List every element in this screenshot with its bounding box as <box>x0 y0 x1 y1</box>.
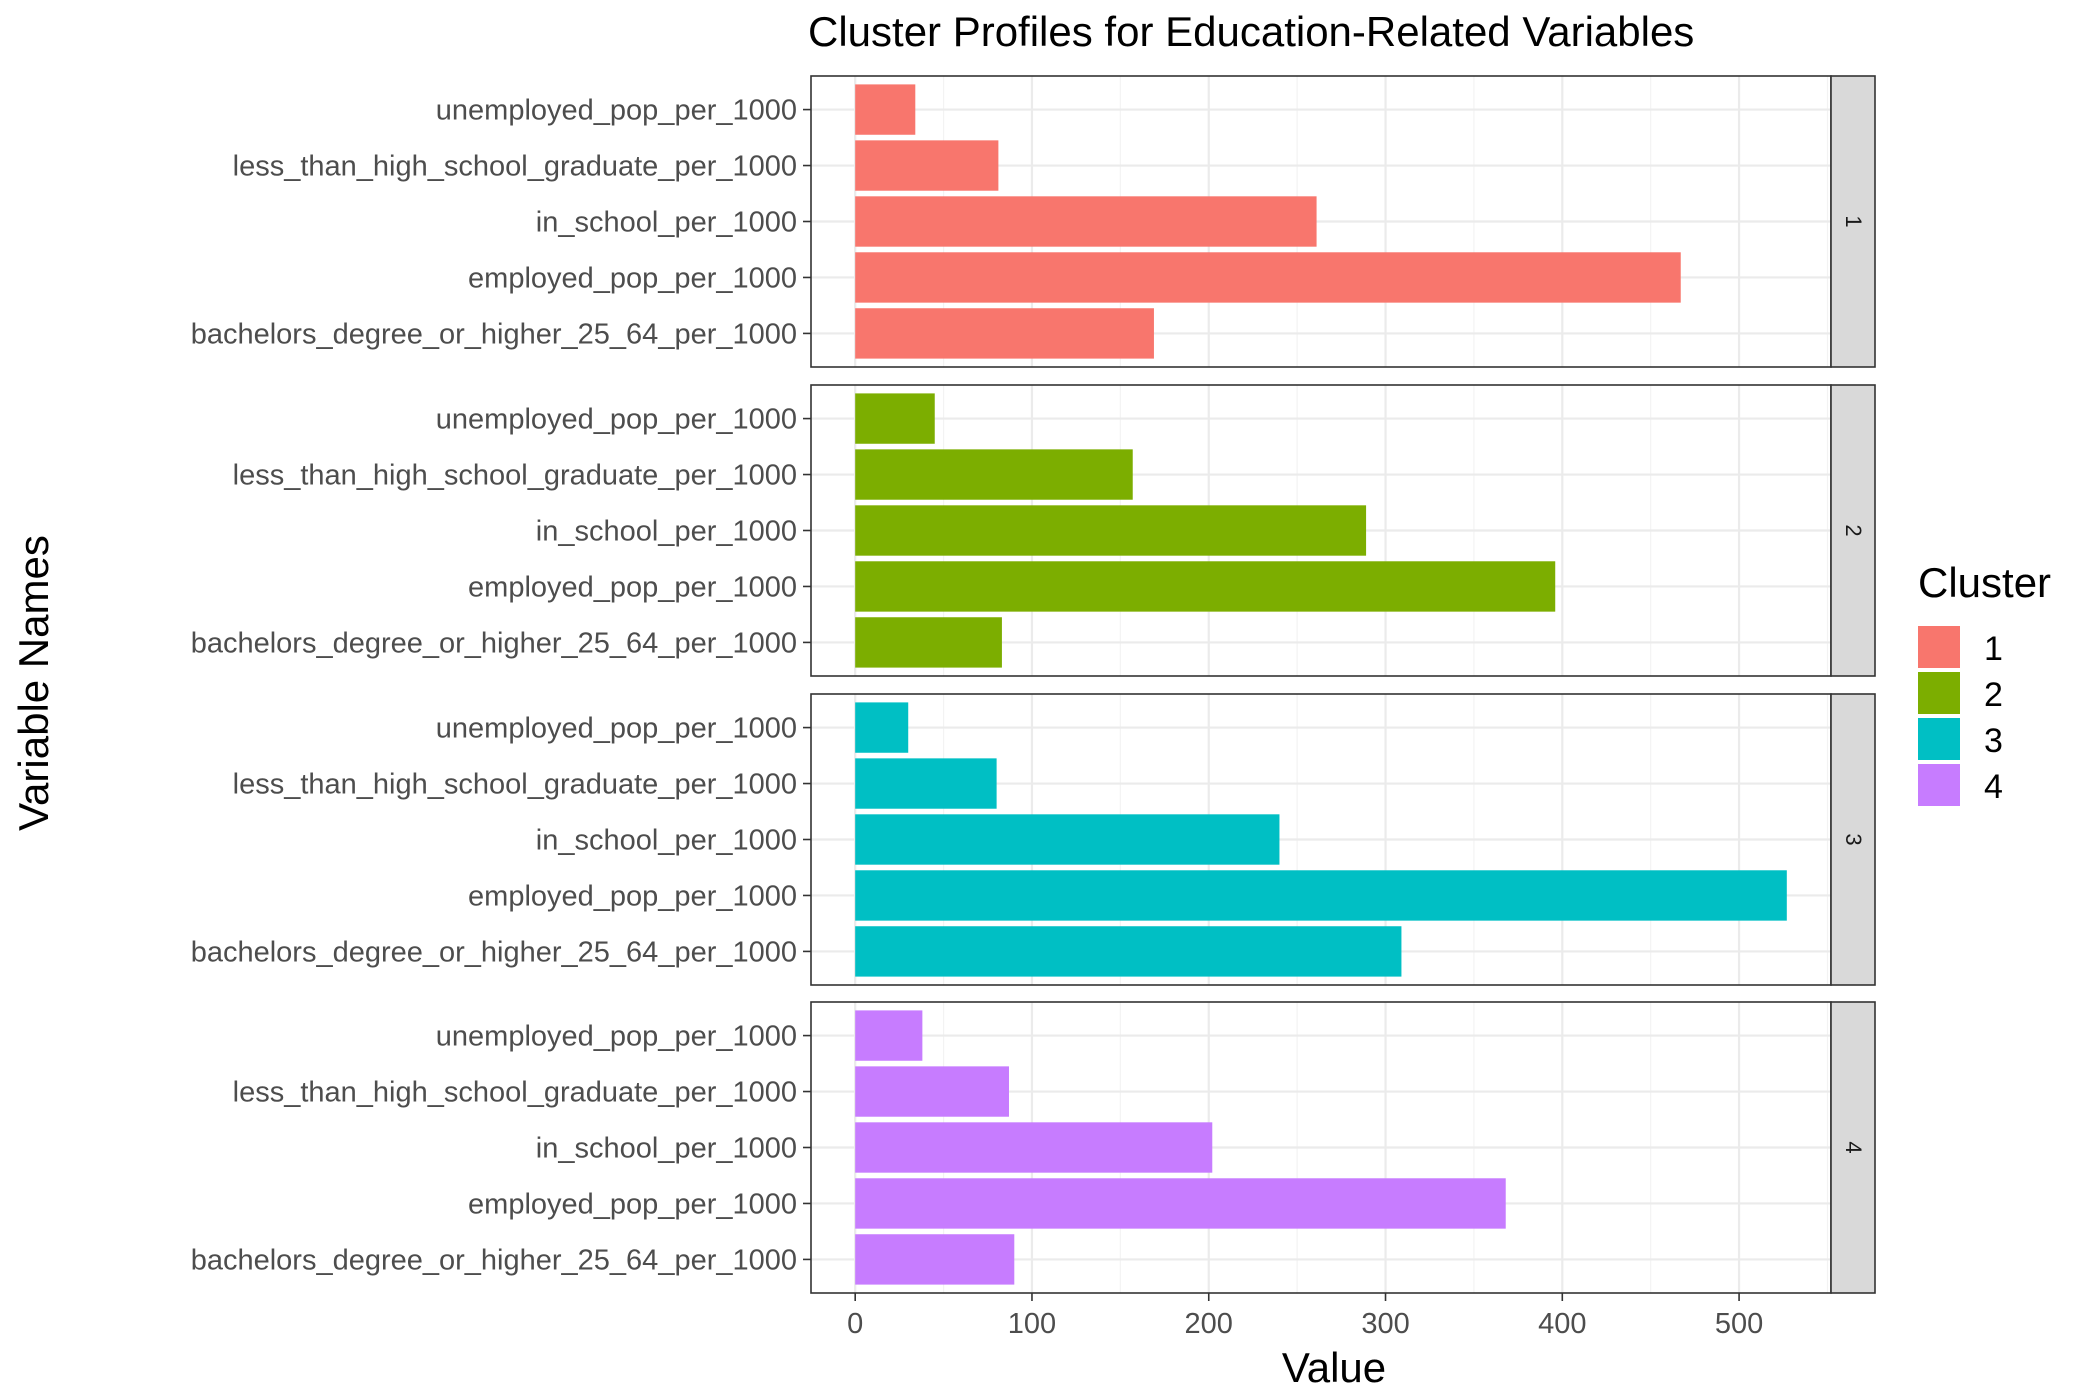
category-label: in_school_per_1000 <box>536 516 797 548</box>
x-tick-label: 500 <box>1715 1308 1763 1340</box>
bar <box>855 252 1681 303</box>
legend-label: 3 <box>1984 722 2003 760</box>
x-tick-label: 100 <box>1008 1308 1056 1340</box>
bar <box>855 1234 1015 1285</box>
category-label: less_than_high_school_graduate_per_1000 <box>233 151 797 183</box>
category-label: bachelors_degree_or_higher_25_64_per_100… <box>191 1244 797 1276</box>
bar <box>855 1178 1506 1229</box>
facet-strip-label: 4 <box>1841 1141 1866 1153</box>
facet-strip-label: 2 <box>1841 524 1866 536</box>
facet-panel-1: unemployed_pop_per_1000 less_than_high_sc… <box>191 75 1876 368</box>
category-label: in_school_per_1000 <box>536 207 797 239</box>
bar <box>855 1066 1009 1117</box>
bar <box>855 814 1280 865</box>
bar <box>855 1122 1213 1173</box>
bar <box>855 393 935 444</box>
bar <box>855 84 916 135</box>
legend-title: Cluster <box>1918 559 2051 606</box>
category-label: employed_pop_per_1000 <box>468 1188 797 1220</box>
legend-swatch <box>1918 764 1960 806</box>
legend-swatch <box>1918 718 1960 760</box>
category-label: in_school_per_1000 <box>536 825 797 857</box>
bar <box>855 617 1002 668</box>
facet-strip <box>1830 384 1876 677</box>
bar <box>855 561 1556 612</box>
legend-label: 2 <box>1984 676 2003 714</box>
facet-panel-2: unemployed_pop_per_1000 less_than_high_sc… <box>191 384 1876 677</box>
bar <box>855 196 1317 247</box>
x-tick-label: 200 <box>1185 1308 1233 1340</box>
category-label: employed_pop_per_1000 <box>468 262 797 294</box>
legend-label: 1 <box>1984 630 2003 668</box>
category-label: unemployed_pop_per_1000 <box>436 713 797 745</box>
category-label: bachelors_degree_or_higher_25_64_per_100… <box>191 936 797 968</box>
bar <box>855 1010 923 1061</box>
category-label: employed_pop_per_1000 <box>468 571 797 603</box>
facet-panel-3: unemployed_pop_per_1000 less_than_high_sc… <box>191 693 1876 986</box>
facet-panel-4: unemployed_pop_per_1000 less_than_high_sc… <box>191 1001 1876 1294</box>
bar <box>855 702 909 753</box>
facet-strip <box>1830 693 1876 986</box>
chart-title: Cluster Profiles for Education-Related V… <box>808 8 1694 55</box>
x-tick-label: 300 <box>1361 1308 1409 1340</box>
category-label: unemployed_pop_per_1000 <box>436 95 797 127</box>
facet-strip-label: 1 <box>1841 215 1866 227</box>
x-tick-label: 0 <box>847 1308 863 1340</box>
x-axis-title: Value <box>1282 1344 1386 1391</box>
legend: Cluster 1 2 3 4 <box>1918 559 2051 806</box>
category-label: in_school_per_1000 <box>536 1133 797 1165</box>
category-label: unemployed_pop_per_1000 <box>436 1021 797 1053</box>
bar <box>855 758 997 809</box>
category-label: employed_pop_per_1000 <box>468 880 797 912</box>
facet-panels: unemployed_pop_per_1000 less_than_high_sc… <box>191 75 1876 1294</box>
facet-strip <box>1830 1001 1876 1294</box>
y-axis-title: Variable Names <box>10 535 57 831</box>
facet-strip-label: 3 <box>1841 833 1866 845</box>
category-label: bachelors_degree_or_higher_25_64_per_100… <box>191 627 797 659</box>
x-tick-label: 400 <box>1538 1308 1586 1340</box>
legend-swatch <box>1918 626 1960 668</box>
bar <box>855 308 1154 359</box>
bar <box>855 870 1787 921</box>
category-label: unemployed_pop_per_1000 <box>436 404 797 436</box>
category-label: less_than_high_school_graduate_per_1000 <box>233 460 797 492</box>
bar <box>855 926 1402 977</box>
category-label: less_than_high_school_graduate_per_1000 <box>233 769 797 801</box>
category-label: bachelors_degree_or_higher_25_64_per_100… <box>191 318 797 350</box>
legend-swatch <box>1918 672 1960 714</box>
bar <box>855 140 999 191</box>
category-label: less_than_high_school_graduate_per_1000 <box>233 1077 797 1109</box>
x-axis: 0 100 200 300 400 500 <box>847 1293 1763 1340</box>
bar <box>855 505 1367 556</box>
facet-strip <box>1830 75 1876 368</box>
bar <box>855 449 1133 500</box>
legend-label: 4 <box>1984 768 2003 806</box>
